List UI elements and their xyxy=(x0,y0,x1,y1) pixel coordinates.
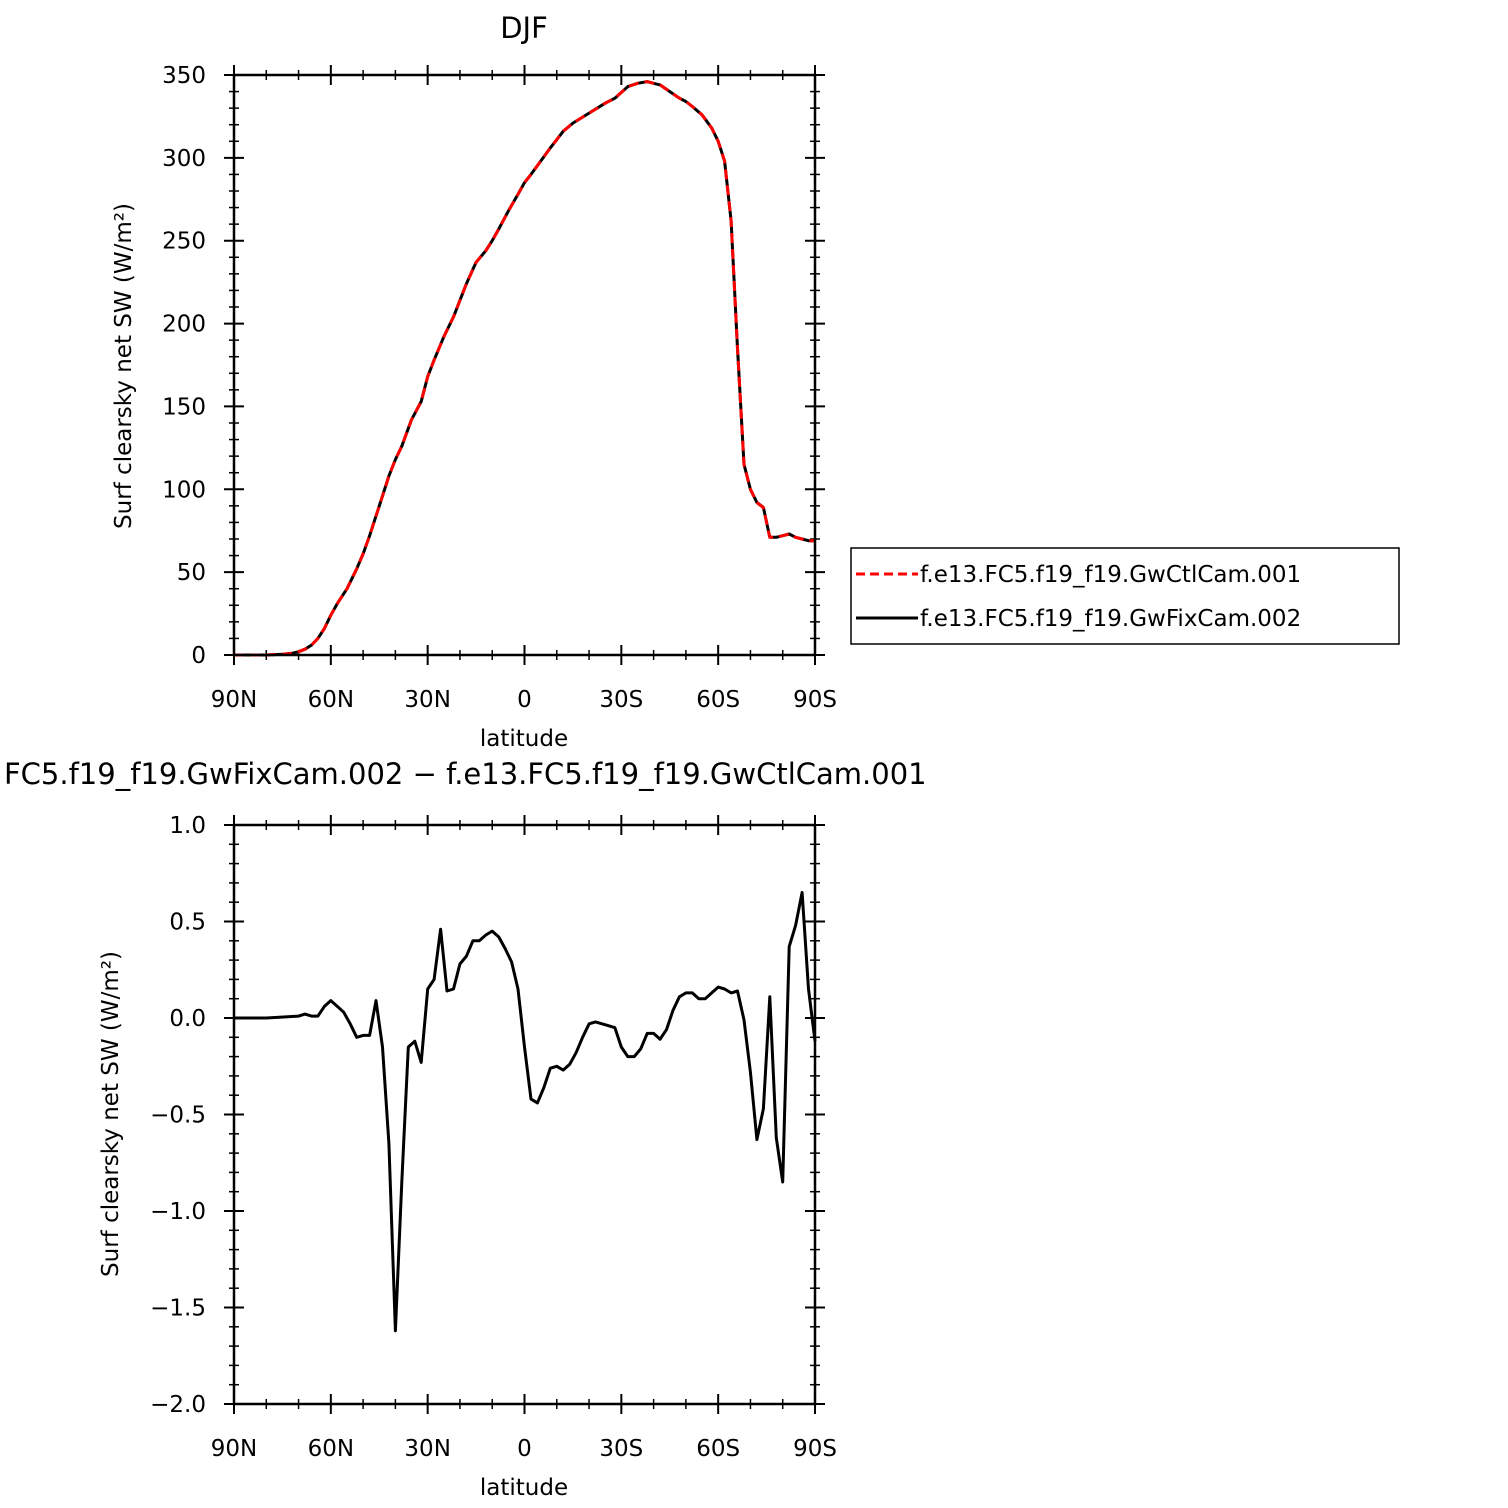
bottom-chart-y-tick-label: 1.0 xyxy=(169,813,206,839)
bottom-chart-x-axis-title: latitude xyxy=(480,1475,568,1501)
top-chart-x-tick-label: 0 xyxy=(517,687,532,713)
legend: f.e13.FC5.f19_f19.GwCtlCam.001 f.e13.FC5… xyxy=(850,547,1400,645)
bottom-chart-y-tick-label: −2.0 xyxy=(150,1392,206,1418)
top-chart-y-tick-label: 150 xyxy=(162,394,206,420)
bottom-chart-x-tick-label: 30N xyxy=(404,1436,450,1462)
bottom-chart-x-tick-label: 90N xyxy=(211,1436,257,1462)
bottom-chart-y-tick-label: 0.5 xyxy=(169,910,206,936)
top-chart-y-axis-title: Surf clearsky net SW (W/m²) xyxy=(111,203,137,529)
bottom-chart-y-tick-label: −0.5 xyxy=(150,1103,206,1129)
bottom-chart-x-tick-label: 90S xyxy=(793,1436,837,1462)
top-chart-y-tick-label: 200 xyxy=(162,312,206,338)
top-chart-series-1-line xyxy=(234,80,815,657)
top-chart-x-tick-label: 30N xyxy=(404,687,450,713)
top-chart-y-tick-label: 300 xyxy=(162,146,206,172)
legend-box xyxy=(850,547,1400,645)
bottom-chart-y-axis-title: Surf clearsky net SW (W/m²) xyxy=(98,951,124,1277)
legend-label-series-2: f.e13.FC5.f19_f19.GwFixCam.002 xyxy=(920,606,1301,632)
bottom-chart-title: FC5.f19_f19.GwFixCam.002 − f.e13.FC5.f19… xyxy=(4,757,927,791)
bottom-chart-x-tick-label: 30S xyxy=(599,1436,643,1462)
top-chart-frame xyxy=(232,73,817,657)
legend-label-series-1: f.e13.FC5.f19_f19.GwCtlCam.001 xyxy=(920,562,1301,588)
bottom-chart-y-tick-label: −1.5 xyxy=(150,1296,206,1322)
bottom-chart-x-tick-label: 60S xyxy=(696,1436,740,1462)
top-chart: DJF 90N 60N 30N 0 30S 60S 90S 0 50 100 150 200 250 30… xyxy=(111,11,1400,752)
top-chart-y-tick-label: 250 xyxy=(162,229,206,255)
top-chart-title: DJF xyxy=(500,11,548,45)
top-chart-series-2-line xyxy=(234,80,815,657)
top-chart-y-tick-label: 0 xyxy=(191,643,206,669)
bottom-chart-series-1-line xyxy=(234,891,817,1333)
top-chart-x-tick-label: 60S xyxy=(696,687,740,713)
bottom-chart-y-tick-label: −1.0 xyxy=(150,1199,206,1225)
top-chart-ticks xyxy=(224,65,825,665)
top-chart-y-tick-label: 350 xyxy=(162,63,206,89)
top-chart-y-tick-label: 50 xyxy=(177,560,206,586)
top-chart-tick-labels: 90N 60N 30N 0 30S 60S 90S 0 50 100 150 200 250 300 350 xyxy=(162,63,837,713)
bottom-chart-y-tick-label: 0.0 xyxy=(169,1006,206,1032)
top-chart-series-group xyxy=(234,80,815,657)
top-chart-y-tick-label: 100 xyxy=(162,477,206,503)
bottom-chart-frame xyxy=(232,823,817,1406)
top-chart-x-axis-title: latitude xyxy=(480,726,568,752)
top-chart-x-tick-label: 30S xyxy=(599,687,643,713)
top-chart-x-tick-label: 90N xyxy=(211,687,257,713)
bottom-chart-ticks xyxy=(224,815,825,1414)
bottom-chart-tick-labels: 90N 60N 30N 0 30S 60S 90S 1.0 0.5 0.0 −0.5 −1.0 −1.5… xyxy=(150,813,837,1462)
bottom-chart-series-group xyxy=(234,891,817,1333)
bottom-chart-x-tick-label: 60N xyxy=(308,1436,354,1462)
top-chart-x-tick-label: 60N xyxy=(308,687,354,713)
bottom-chart-x-tick-label: 0 xyxy=(517,1436,532,1462)
bottom-chart: FC5.f19_f19.GwFixCam.002 − f.e13.FC5.f19… xyxy=(4,757,927,1501)
top-chart-x-tick-label: 90S xyxy=(793,687,837,713)
